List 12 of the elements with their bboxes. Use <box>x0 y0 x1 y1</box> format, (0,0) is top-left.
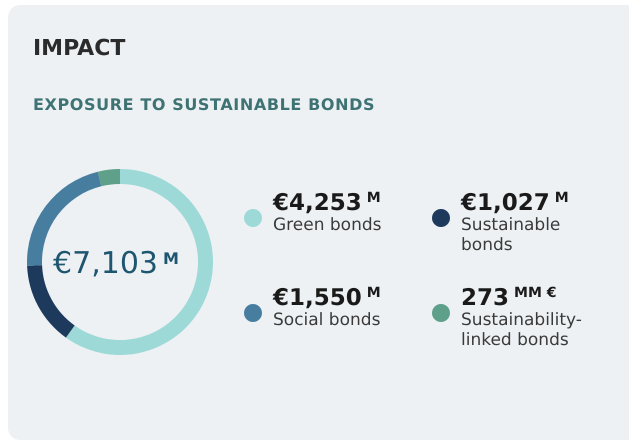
data-label: €4,253 $^{M}$ <box>272 190 381 216</box>
legend-label: Social bonds <box>273 310 381 330</box>
data-label: €1,550 $^{M}$ <box>272 285 381 311</box>
donut-slice <box>98 169 120 186</box>
text: €7,103 $^{M}$ <box>53 246 179 281</box>
chart-title: IMPACT <box>33 36 126 61</box>
legend-label: Sustainability-linked bonds <box>461 310 582 350</box>
chart-subtitle: EXPOSURE TO SUSTAINABLE BONDS <box>33 95 376 114</box>
legend-label: Green bonds <box>273 215 382 235</box>
data-label: 273 $^{MM €}$ <box>461 285 556 311</box>
data-label: €1,027 $^{M}$ <box>460 190 569 216</box>
legend-label: Sustainable bonds <box>461 215 560 255</box>
